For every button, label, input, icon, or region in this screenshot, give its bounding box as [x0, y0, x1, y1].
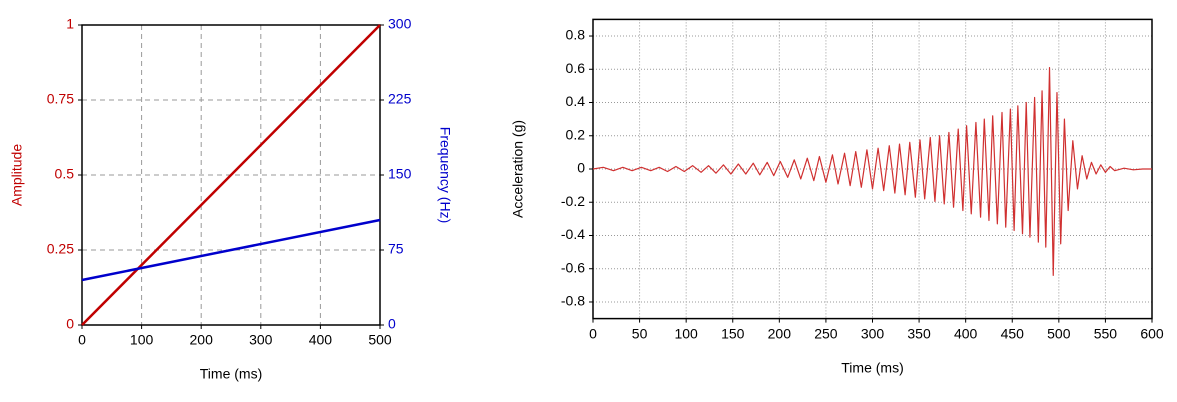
x-tick-label: 550: [1094, 325, 1118, 341]
x-tick-label: 100: [674, 325, 698, 341]
x-tick-label: 100: [130, 332, 154, 348]
x-tick-label: 250: [814, 325, 838, 341]
y-tick-label: -0.8: [561, 293, 585, 309]
x-axis-label: Time (ms): [200, 366, 262, 382]
y-tick-label: 0.75: [47, 91, 74, 107]
y-tick-label: 0: [577, 160, 585, 176]
x-tick-label: 0: [78, 332, 86, 348]
x-tick-label: 300: [861, 325, 885, 341]
y-axis-label: Acceleration (g): [510, 120, 526, 218]
x-axis-label: Time (ms): [841, 359, 903, 375]
plot-frame: [81, 24, 381, 326]
y2-tick-label: 75: [388, 241, 404, 257]
y2-tick-label: 0: [388, 316, 396, 332]
x-tick-label: 350: [907, 325, 931, 341]
x-tick-label: 50: [632, 325, 648, 341]
y2-tick-label: 225: [388, 91, 412, 107]
x-tick-label: 400: [309, 332, 333, 348]
x-tick-label: 500: [368, 332, 392, 348]
y-tick-label: 1: [66, 16, 74, 32]
x-tick-label: 200: [190, 332, 214, 348]
y2-tick-label: 300: [388, 16, 412, 32]
y-tick-label: 0.5: [55, 166, 75, 182]
x-tick-label: 450: [1001, 325, 1025, 341]
data-line: [81, 24, 381, 326]
y2-tick-label: 150: [388, 166, 412, 182]
y-tick-label: 0.8: [566, 27, 586, 43]
x-tick-label: 150: [721, 325, 745, 341]
x-tick-label: 0: [589, 325, 597, 341]
y-tick-label: 0.2: [566, 126, 586, 142]
y-tick-label: 0.4: [566, 93, 586, 109]
x-tick-label: 600: [1140, 325, 1164, 341]
x-tick-label: 500: [1047, 325, 1071, 341]
y-tick-label: -0.2: [561, 193, 585, 209]
data-line: [81, 218, 381, 282]
y-tick-label: 0: [66, 316, 74, 332]
x-tick-label: 300: [249, 332, 273, 348]
y-tick-label: 0.25: [47, 241, 74, 257]
y-tick-label: -0.4: [561, 226, 585, 242]
y-tick-label: -0.6: [561, 259, 585, 275]
data-line: [592, 67, 1152, 276]
y-tick-label: 0.6: [566, 60, 586, 76]
y2-axis-label: Frequency (Hz): [437, 127, 453, 223]
x-tick-label: 200: [768, 325, 792, 341]
y-axis-label: Amplitude: [9, 144, 25, 206]
x-tick-label: 400: [954, 325, 978, 341]
